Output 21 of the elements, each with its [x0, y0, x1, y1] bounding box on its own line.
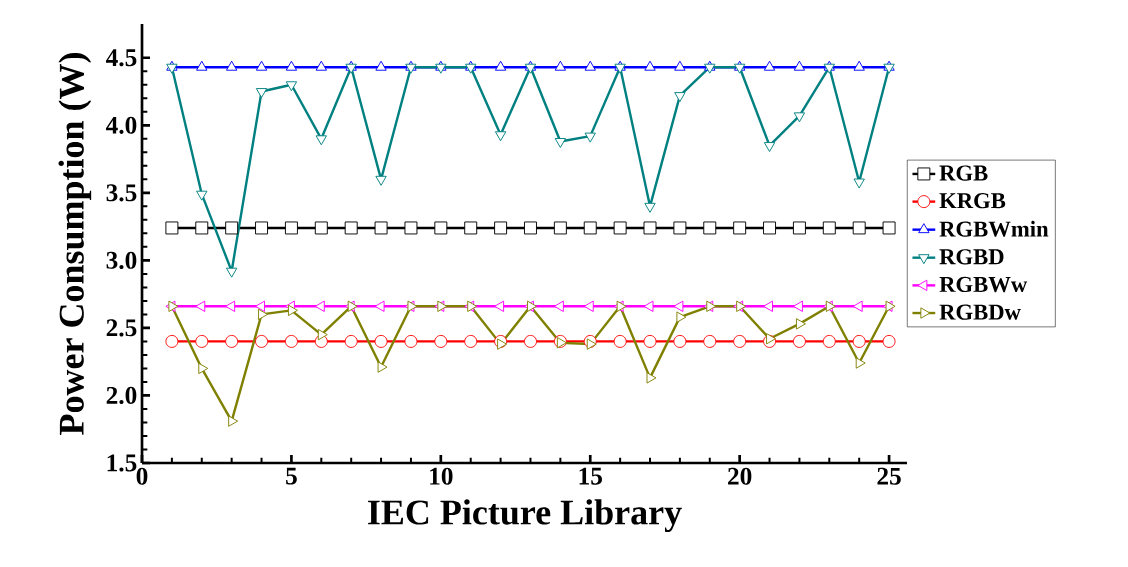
y-tick-label: 3.5	[106, 184, 137, 202]
x-tick-label: 10	[430, 467, 453, 485]
y-tick-label: 3.0	[106, 251, 137, 269]
y-tick-label: 2.5	[106, 319, 137, 337]
x-tick-label: 20	[728, 467, 752, 485]
y-tick-label: 1.5	[107, 454, 137, 472]
y-axis-title: Power Consumption (W)	[58, 53, 92, 435]
legend-label: RGBD	[939, 249, 1004, 265]
y-tick-label: 4.5	[105, 49, 137, 67]
legend-label: KRGB	[939, 193, 1006, 209]
legend-label: RGBDw	[939, 304, 1021, 320]
legend-label: RGBWw	[939, 276, 1028, 293]
legend-label: RGB	[939, 165, 988, 181]
x-axis-title: IEC Picture Library	[368, 499, 682, 533]
y-tick-label: 2.0	[106, 386, 137, 405]
x-tick-label: 5	[286, 467, 297, 485]
y-tick-label: 4.0	[105, 116, 137, 134]
x-tick-label: 25	[877, 467, 901, 485]
legend-label: RGBWmin	[939, 220, 1049, 237]
x-tick-label: 0	[136, 467, 148, 485]
x-tick-label: 15	[579, 467, 602, 485]
